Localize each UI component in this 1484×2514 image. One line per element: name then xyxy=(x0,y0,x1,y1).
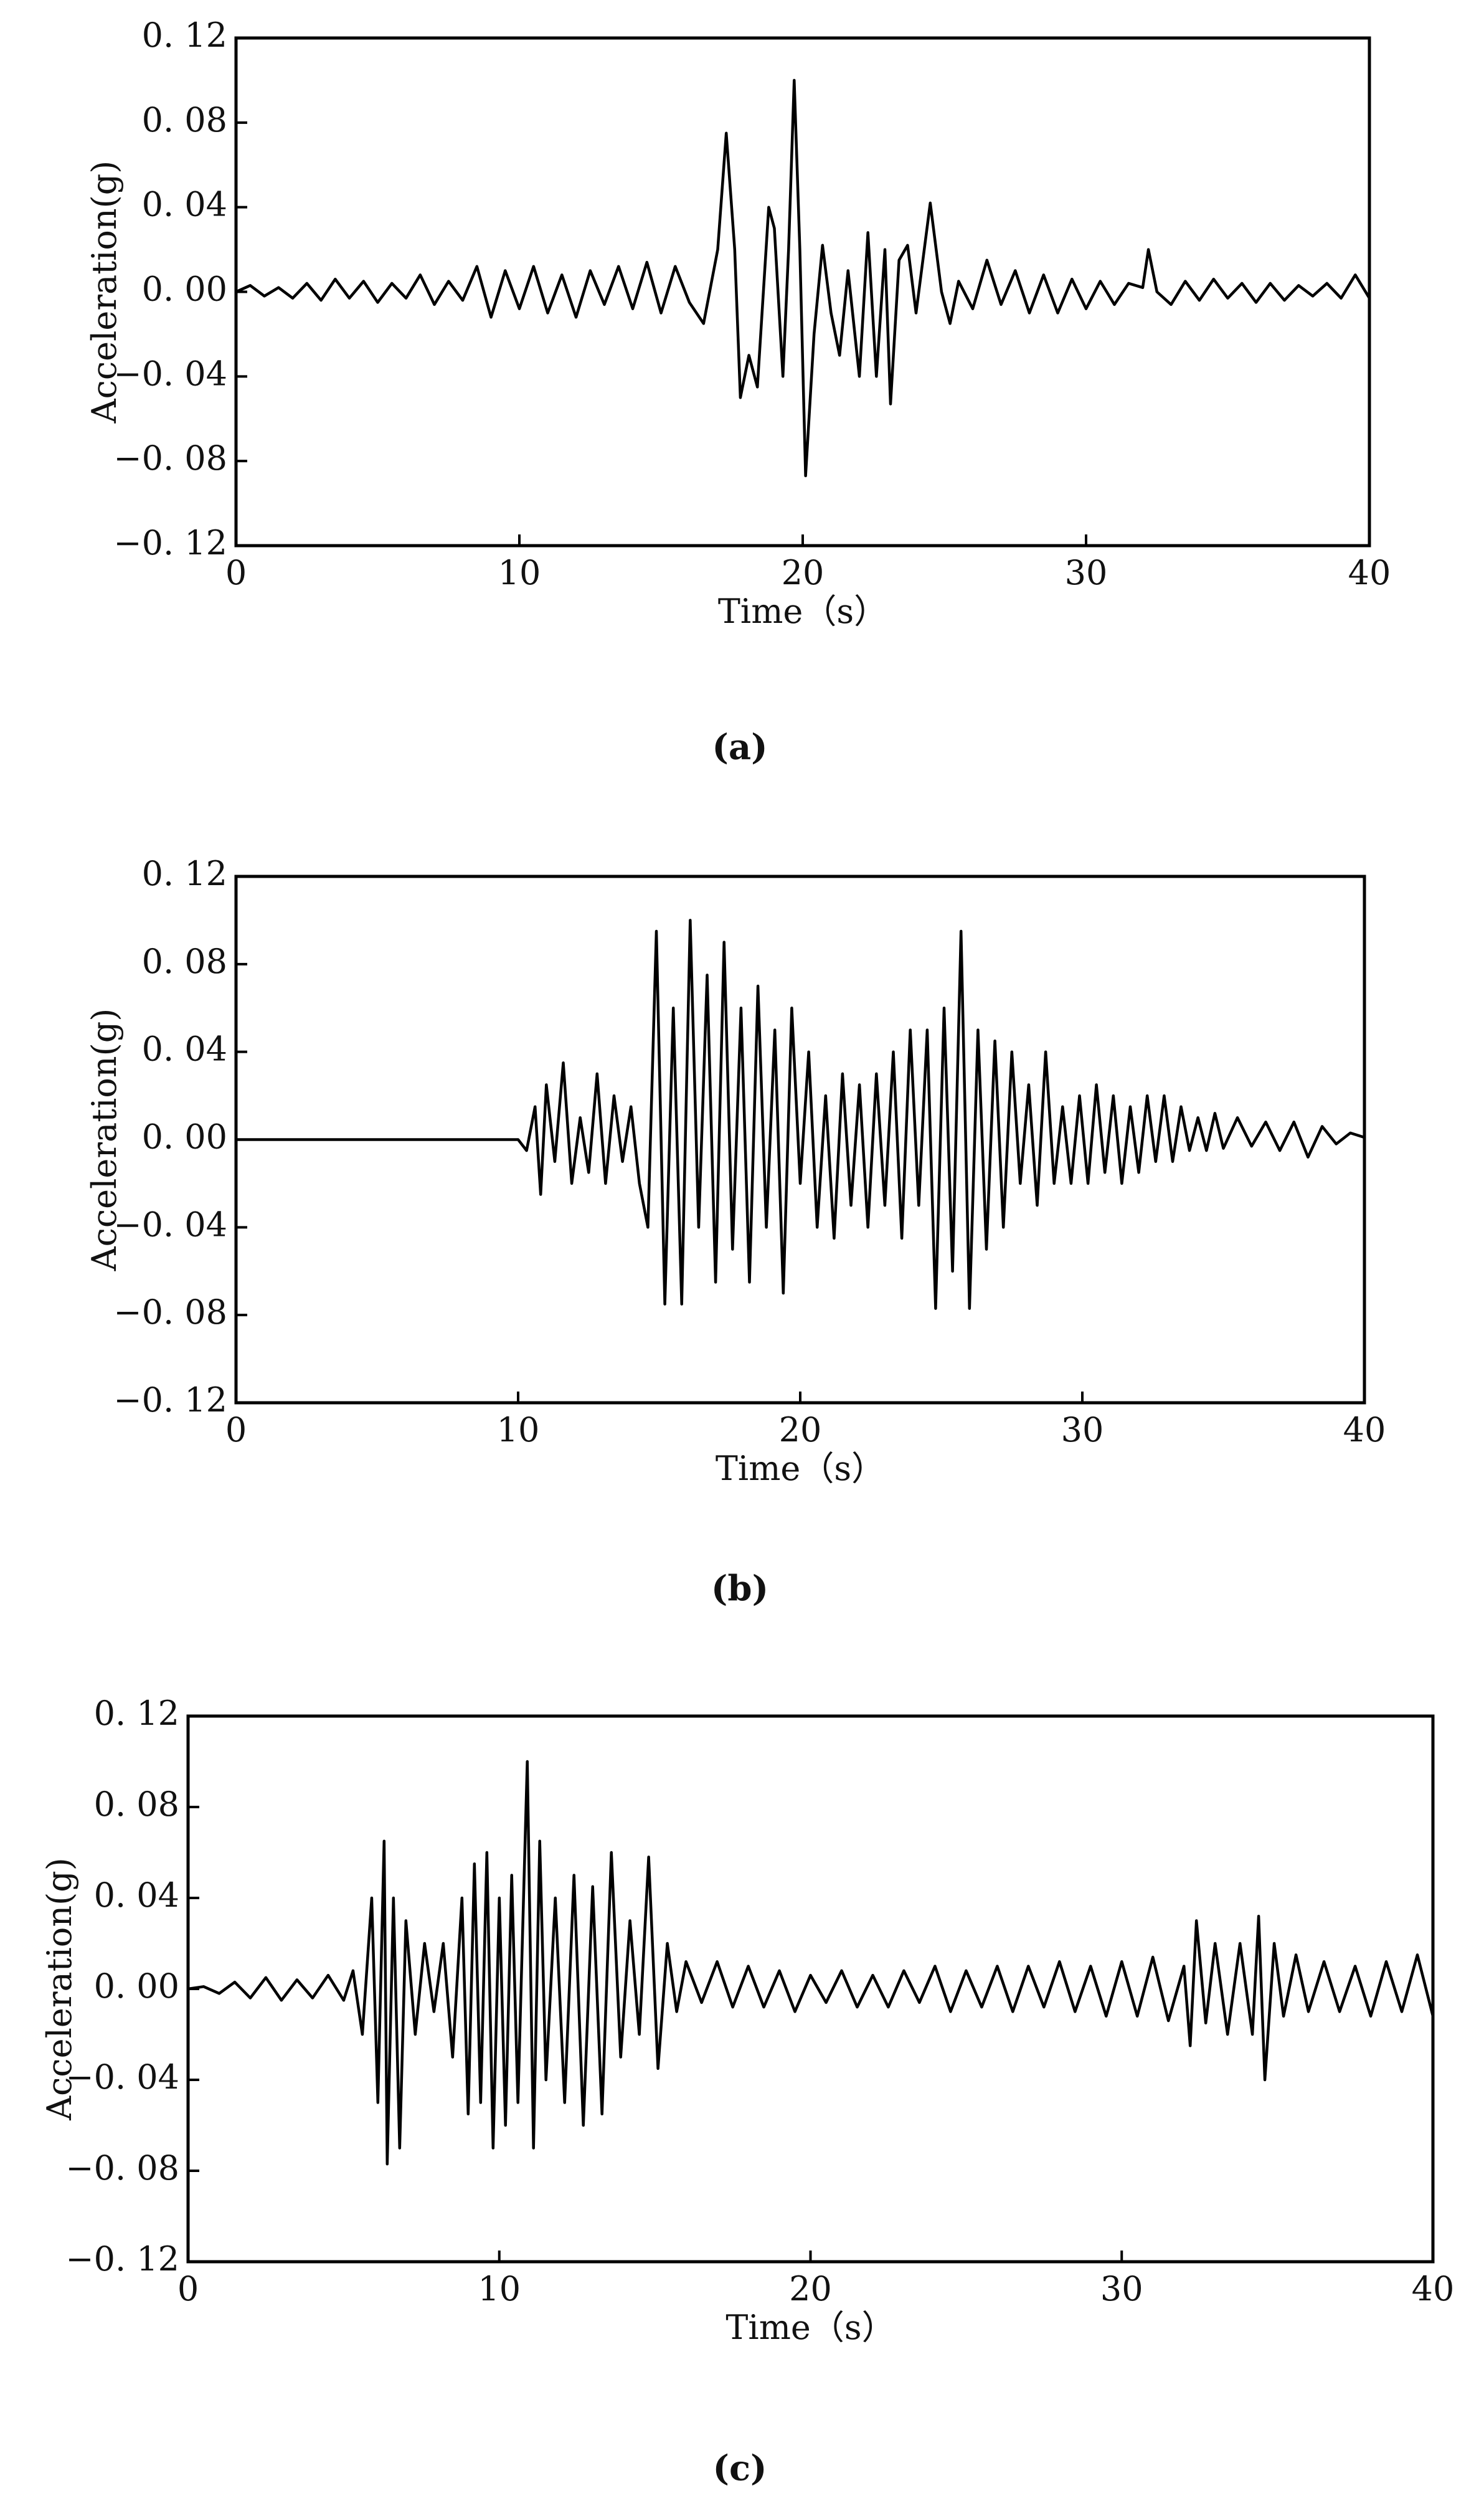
y-axis-label: Acceleration(g) xyxy=(85,1008,124,1272)
y-tick-label: 0. 08 xyxy=(142,942,227,981)
x-tick-label: 0 xyxy=(225,1410,247,1449)
y-tick-label: 0. 00 xyxy=(142,1117,227,1157)
y-tick-label: 0. 12 xyxy=(142,854,227,893)
x-tick-label: 0 xyxy=(225,553,247,592)
data-line xyxy=(235,78,1371,478)
data-line xyxy=(187,1760,1435,2166)
y-tick-label: −0. 04 xyxy=(113,354,227,393)
y-tick-label: 0. 00 xyxy=(94,1966,179,2006)
y-tick-label: 0. 08 xyxy=(142,100,227,140)
chart-panel: −0. 12 −0. 08 −0. 04 0. 00 0. 04 0. 08 0. 12 0 1… xyxy=(85,854,1386,1610)
x-tick-label: 20 xyxy=(782,553,825,592)
y-tick-label: 0. 04 xyxy=(142,185,227,224)
y-tick-label: 0. 08 xyxy=(94,1785,179,1824)
chart-panel: −0. 12 −0. 08 −0. 04 0. 00 0. 04 0. 08 0. 12 0 1… xyxy=(40,1694,1454,2489)
x-tick-label: 20 xyxy=(779,1410,822,1449)
caption: (c) xyxy=(712,2448,767,2489)
y-tick-label: −0. 12 xyxy=(113,1380,227,1420)
chart-panel: −0. 12 −0. 08 −0. 04 0. 00 0. 04 0. 08 0. 12 0 1… xyxy=(85,16,1391,768)
plot-frame xyxy=(234,36,1371,548)
x-tick-label: 40 xyxy=(1348,553,1391,592)
y-tick-label: −0. 08 xyxy=(113,1293,227,1332)
y-tick-label: −0. 08 xyxy=(113,439,227,478)
x-tick-label: 20 xyxy=(789,2269,832,2308)
x-tick-label: 40 xyxy=(1412,2269,1455,2308)
y-tick-label: −0. 08 xyxy=(65,2148,179,2188)
y-tick-label: 0. 12 xyxy=(94,1694,179,1733)
x-axis-label: Time（s） xyxy=(725,2308,895,2347)
y-tick-label: −0. 12 xyxy=(65,2239,179,2279)
x-tick-label: 0 xyxy=(177,2269,199,2308)
x-axis-label: Time（s） xyxy=(718,592,887,631)
x-tick-label: 30 xyxy=(1100,2269,1143,2308)
x-tick-label: 10 xyxy=(497,1410,540,1449)
x-tick-label: 10 xyxy=(498,553,541,592)
caption: (b) xyxy=(711,1568,768,1610)
y-axis-label: Acceleration(g) xyxy=(40,1857,79,2121)
data-line xyxy=(236,919,1365,1310)
caption: (a) xyxy=(712,727,767,768)
x-tick-label: 40 xyxy=(1343,1410,1386,1449)
y-tick-label: 0. 12 xyxy=(142,16,227,55)
y-tick-label: 0. 00 xyxy=(142,270,227,309)
y-tick-label: −0. 04 xyxy=(113,1205,227,1244)
y-axis-label: Acceleration(g) xyxy=(85,161,124,424)
x-tick-label: 10 xyxy=(478,2269,521,2308)
y-tick-label: 0. 04 xyxy=(94,1876,179,1915)
y-tick-label: −0. 04 xyxy=(65,2057,179,2097)
x-tick-label: 30 xyxy=(1061,1410,1104,1449)
y-tick-label: 0. 04 xyxy=(142,1030,227,1069)
x-axis-label: Time（s） xyxy=(716,1449,885,1488)
x-tick-label: 30 xyxy=(1065,553,1108,592)
y-tick-label: −0. 12 xyxy=(113,523,227,562)
